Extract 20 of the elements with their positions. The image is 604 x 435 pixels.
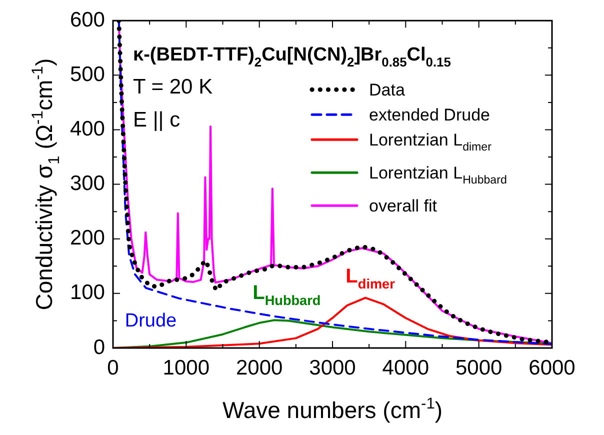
x-tick-label: 4000 — [382, 356, 430, 380]
legend-label: extended Drude — [369, 106, 490, 125]
x-tick-label: 2000 — [236, 356, 283, 380]
annotation: T = 20 K — [133, 76, 213, 99]
annotation: Drude — [124, 310, 177, 332]
y-axis-title: Conductivity σ1 (Ω-1cm-1) — [29, 58, 63, 310]
x-tick-label: 1000 — [162, 356, 210, 380]
y-tick-label: 300 — [70, 172, 105, 196]
x-tick-label: 3000 — [309, 356, 356, 380]
annotation: E || c — [133, 108, 180, 132]
y-tick-label: 500 — [70, 62, 105, 86]
legend-label: Data — [369, 80, 406, 100]
x-tick-label: 5000 — [455, 356, 502, 380]
y-tick-label: 200 — [70, 226, 105, 250]
y-tick-label: 600 — [70, 8, 105, 32]
y-tick-label: 100 — [70, 281, 105, 304]
legend-label: overall fit — [369, 196, 438, 216]
y-tick-label: 0 — [93, 336, 105, 359]
x-tick-label: 6000 — [528, 356, 576, 380]
y-tick-label: 400 — [70, 118, 105, 141]
